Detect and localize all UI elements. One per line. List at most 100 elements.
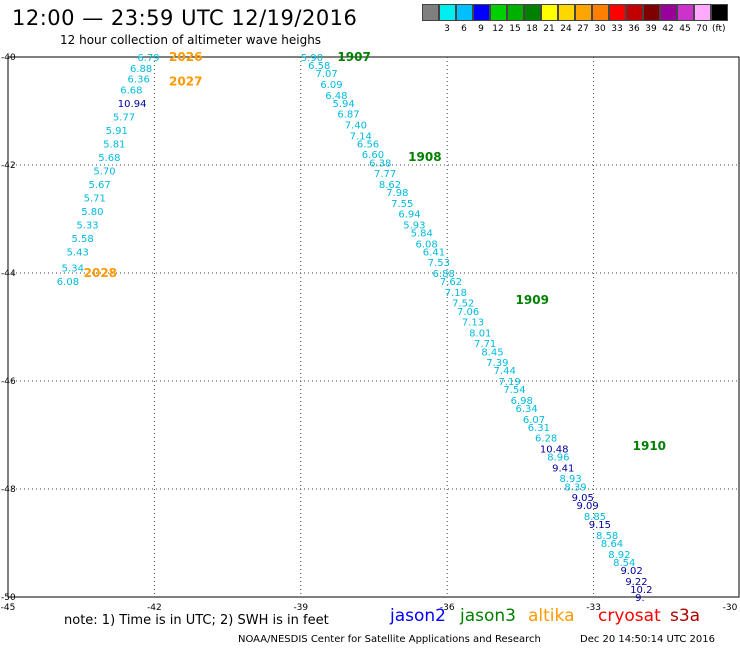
satellite-label: jason2 <box>390 606 446 626</box>
legend-swatch <box>558 4 575 21</box>
time-label: 1908 <box>408 150 441 164</box>
legend-swatch <box>439 4 456 21</box>
legend-swatch <box>592 4 609 21</box>
wave-height-value: 6.38 <box>369 158 391 169</box>
lat-tick-label: -42 <box>1 161 16 171</box>
lat-tick-label: -48 <box>1 485 16 495</box>
lat-tick-label: -50 <box>1 593 16 603</box>
wave-height-value: 7.77 <box>374 169 396 180</box>
lat-tick-label: -40 <box>1 53 16 63</box>
wave-height-value: 9.22 <box>625 577 647 588</box>
legend-label: 18 <box>526 24 538 34</box>
wave-height-value: 8.01 <box>469 328 491 339</box>
wave-height-value: 9.02 <box>620 566 642 577</box>
wave-height-value: 7.62 <box>440 277 462 288</box>
lon-tick-label: -30 <box>723 603 738 610</box>
wave-height-value: 5.93 <box>403 220 425 231</box>
wave-height-value: 7.06 <box>457 307 479 318</box>
generated-timestamp: Dec 20 14:50:14 UTC 2016 <box>580 634 715 645</box>
time-label: 1907 <box>337 50 370 64</box>
legend-swatch <box>473 4 490 21</box>
legend-swatch <box>524 4 541 21</box>
wave-height-value: 6.07 <box>523 415 545 426</box>
lon-tick-label: -36 <box>440 603 455 610</box>
legend-swatch <box>575 4 592 21</box>
lon-tick-label: -33 <box>586 603 601 610</box>
wave-height-value: 7.98 <box>386 188 408 199</box>
legend-label: 12 <box>492 24 504 34</box>
wave-height-value: 9.05 <box>572 493 594 504</box>
time-label: 2026 <box>169 50 202 64</box>
wave-height-value: 5.94 <box>333 99 355 110</box>
time-label: 1909 <box>516 293 549 307</box>
satellite-label: s3a <box>670 606 701 626</box>
wave-height-value: 10.48 <box>540 445 569 456</box>
time-label: 2028 <box>84 266 117 280</box>
wave-height-value: 10.94 <box>118 99 147 110</box>
wave-height-value: 7.53 <box>428 258 450 269</box>
legend-label: 33 <box>611 24 623 34</box>
wave-height-value: 6.31 <box>528 423 550 434</box>
wave-height-value: 8.45 <box>481 347 503 358</box>
wave-height-value: 9.15 <box>589 520 611 531</box>
legend-label: 36 <box>628 24 640 34</box>
legend-swatch <box>694 4 711 21</box>
wave-height-value: 7.54 <box>503 385 525 396</box>
wave-height-value: 5.68 <box>98 153 120 164</box>
wave-height-value: 6.68 <box>120 85 142 96</box>
wave-height-value: 5.84 <box>411 229 433 240</box>
legend-swatch <box>609 4 626 21</box>
wave-height-value: 6.48 <box>325 91 347 102</box>
wave-height-value: 7.52 <box>452 299 474 310</box>
legend-swatch <box>677 4 694 21</box>
wave-height-value: 6.08 <box>57 277 79 288</box>
wave-height-value: 7.40 <box>345 121 367 132</box>
wave-height-value: 5.91 <box>106 126 128 137</box>
lon-tick-label: -42 <box>147 603 162 610</box>
credit-line: NOAA/NESDIS Center for Satellite Applica… <box>238 634 541 645</box>
legend-label: 27 <box>577 24 589 34</box>
wave-height-value: 9.41 <box>552 463 574 474</box>
legend-label: 30 <box>594 24 606 34</box>
wave-height-value: 6.94 <box>398 210 420 221</box>
satellite-label: altika <box>528 606 575 626</box>
legend-swatch <box>643 4 660 21</box>
wave-height-value: 6.79 <box>137 53 159 64</box>
lat-tick-label: -46 <box>1 377 16 387</box>
wave-height-map: -45 -42 -39 -36 -33 -30 -40 -42 -44 -46 -48 -50 6.79… <box>1 50 740 610</box>
wave-height-value: 5.33 <box>76 220 98 231</box>
wave-height-value: 5.58 <box>71 234 93 245</box>
legend-swatch <box>422 4 439 21</box>
wave-height-value: 7.18 <box>445 288 467 299</box>
legend-label: 39 <box>645 24 657 34</box>
wave-height-value: 6.58 <box>308 61 330 72</box>
wave-height-value: 10.2 <box>630 585 652 596</box>
map-frame <box>7 56 740 598</box>
legend-label: 45 <box>679 24 691 34</box>
wave-height-value: 8.64 <box>601 539 623 550</box>
legend-label: 3 <box>444 24 450 34</box>
wave-height-value: 7.14 <box>350 131 372 142</box>
wave-height-value: 5.70 <box>93 166 115 177</box>
wave-height-value: 8.85 <box>584 512 606 523</box>
legend-swatch <box>490 4 507 21</box>
wave-height-value: 5.34 <box>62 264 84 275</box>
wave-height-value: 5.67 <box>89 180 111 191</box>
legend-label: 21 <box>543 24 555 34</box>
wave-height-value: 6.98 <box>511 396 533 407</box>
time-label: 1910 <box>633 439 666 453</box>
legend-swatch <box>711 4 728 21</box>
footer-note: note: 1) Time is in UTC; 2) SWH is in fe… <box>64 613 329 628</box>
wave-height-value: 6.41 <box>423 247 445 258</box>
wave-height-value: 5.90 <box>301 53 323 64</box>
wave-height-value: 8.39 <box>564 482 586 493</box>
map-subtitle: 12 hour collection of altimeter wave hei… <box>60 33 322 47</box>
map-title: 12:00 — 23:59 UTC 12/19/2016 <box>12 6 358 30</box>
wave-height-value: 5.43 <box>67 247 89 258</box>
wave-height-value: 7.19 <box>498 377 520 388</box>
wave-height-value: 8.62 <box>379 180 401 191</box>
legend-swatch <box>626 4 643 21</box>
wave-height-value: 9.09 <box>577 501 599 512</box>
wave-height-value: 6.28 <box>535 434 557 445</box>
wave-height-value: 5.81 <box>103 139 125 150</box>
